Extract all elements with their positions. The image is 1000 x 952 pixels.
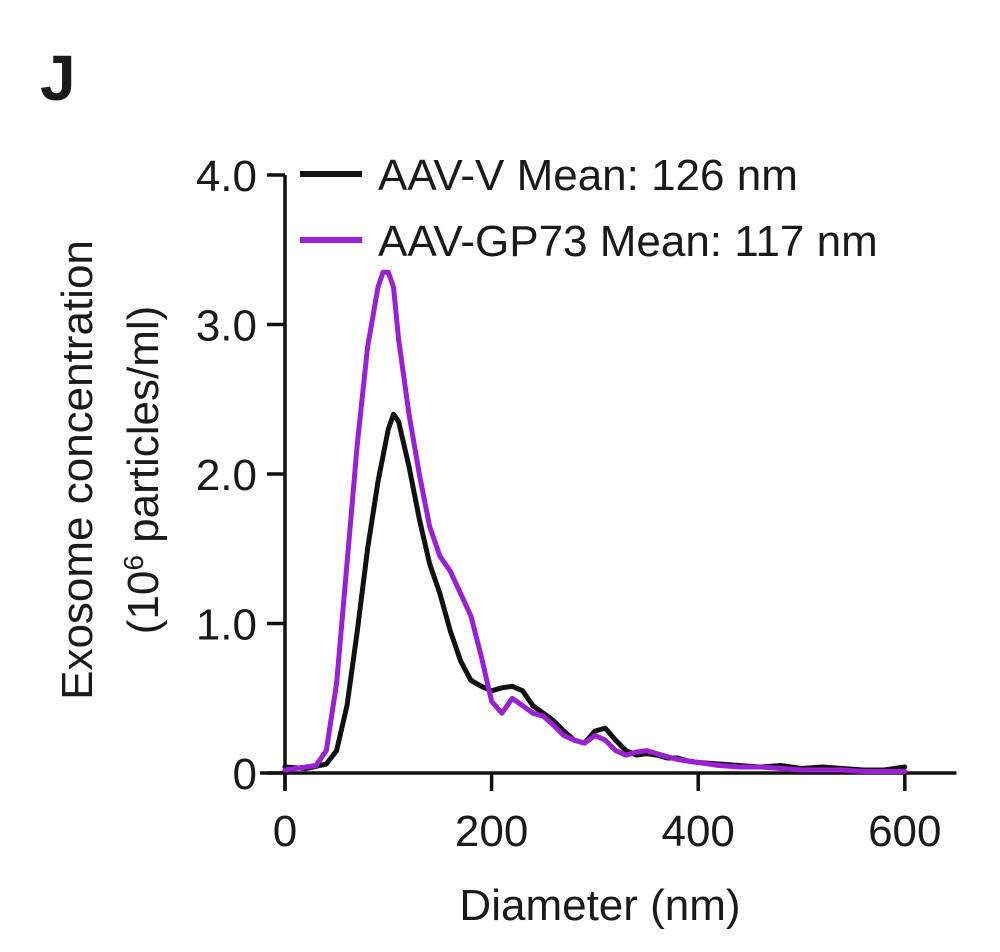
y-axis-title-line2: (106 particles/ml) xyxy=(118,306,169,635)
axes: 0 200 400 600 0 1.0 2.0 3.0 4.0 xyxy=(196,152,957,856)
y-tick-label: 2.0 xyxy=(196,451,257,500)
legend-label-1: AAV-V Mean: 126 nm xyxy=(378,151,798,200)
x-tick-label: 400 xyxy=(661,807,734,856)
x-tick-label: 0 xyxy=(273,807,297,856)
series-line-2 xyxy=(282,269,908,774)
y-tick-label: 4.0 xyxy=(196,152,257,201)
y-tick-label: 0 xyxy=(233,750,257,799)
legend: AAV-V Mean: 126 nm AAV-GP73 Mean: 117 nm xyxy=(300,151,878,266)
series-line-1 xyxy=(282,411,908,773)
x-tick-label: 600 xyxy=(868,807,941,856)
y-axis-title-line2-sup: 6 xyxy=(118,555,149,571)
y-tick-label: 1.0 xyxy=(196,601,257,650)
y-axis-title-line2-post: particles/ml) xyxy=(119,306,168,555)
series-layer xyxy=(282,269,908,774)
legend-label-2: AAV-GP73 Mean: 117 nm xyxy=(378,217,878,266)
x-tick-label: 200 xyxy=(455,807,528,856)
y-axis-title-line1: Exosome concentration xyxy=(53,240,102,700)
y-tick-label: 3.0 xyxy=(196,302,257,351)
y-axis-title-line2-pre: (10 xyxy=(119,571,168,635)
y-axis-title: Exosome concentration (106 particles/ml) xyxy=(53,240,168,700)
panel-label: J xyxy=(40,42,76,114)
x-axis-title: Diameter (nm) xyxy=(459,881,740,930)
